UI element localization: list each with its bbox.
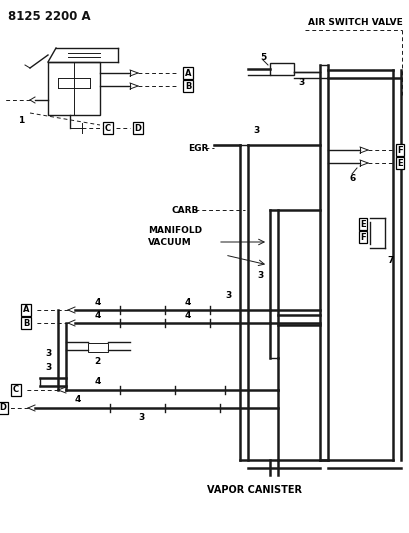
- Text: A: A: [184, 69, 191, 77]
- Text: MANIFOLD: MANIFOLD: [148, 225, 202, 235]
- Text: 3: 3: [45, 350, 51, 359]
- Bar: [48, 62, 100, 115]
- Text: B: B: [23, 319, 29, 327]
- Text: A: A: [22, 305, 29, 314]
- Text: C: C: [105, 124, 111, 133]
- Text: B: B: [184, 82, 191, 91]
- Text: 3: 3: [256, 271, 263, 279]
- Text: D: D: [134, 124, 141, 133]
- Bar: [270, 63, 293, 75]
- Text: E: E: [360, 220, 365, 229]
- Text: 4: 4: [184, 297, 191, 306]
- Text: F: F: [396, 146, 402, 155]
- Text: 6: 6: [349, 174, 355, 182]
- Bar: [88, 343, 108, 352]
- Text: EGR: EGR: [188, 143, 208, 152]
- Text: 4: 4: [95, 311, 101, 319]
- Text: 3: 3: [225, 290, 231, 300]
- Text: C: C: [13, 385, 19, 394]
- Text: 3: 3: [252, 125, 258, 134]
- Text: 4: 4: [184, 311, 191, 319]
- Text: 4: 4: [75, 395, 81, 405]
- Text: 7: 7: [386, 255, 392, 264]
- Text: VACUUM: VACUUM: [148, 238, 191, 246]
- Text: F: F: [360, 232, 365, 241]
- Text: 1: 1: [18, 116, 24, 125]
- Text: 4: 4: [95, 377, 101, 386]
- Text: D: D: [0, 403, 7, 413]
- Text: 5: 5: [259, 52, 265, 61]
- Text: 2: 2: [94, 358, 100, 367]
- Text: 3: 3: [138, 414, 144, 423]
- Text: VAPOR CANISTER: VAPOR CANISTER: [207, 485, 302, 495]
- Text: CARB: CARB: [172, 206, 199, 214]
- Text: 4: 4: [95, 297, 101, 306]
- Text: 8125 2200 A: 8125 2200 A: [8, 10, 90, 23]
- Text: 3: 3: [45, 364, 51, 373]
- Text: 3: 3: [297, 77, 303, 86]
- Text: E: E: [396, 158, 402, 167]
- Text: AIR SWITCH VALVE: AIR SWITCH VALVE: [307, 18, 402, 27]
